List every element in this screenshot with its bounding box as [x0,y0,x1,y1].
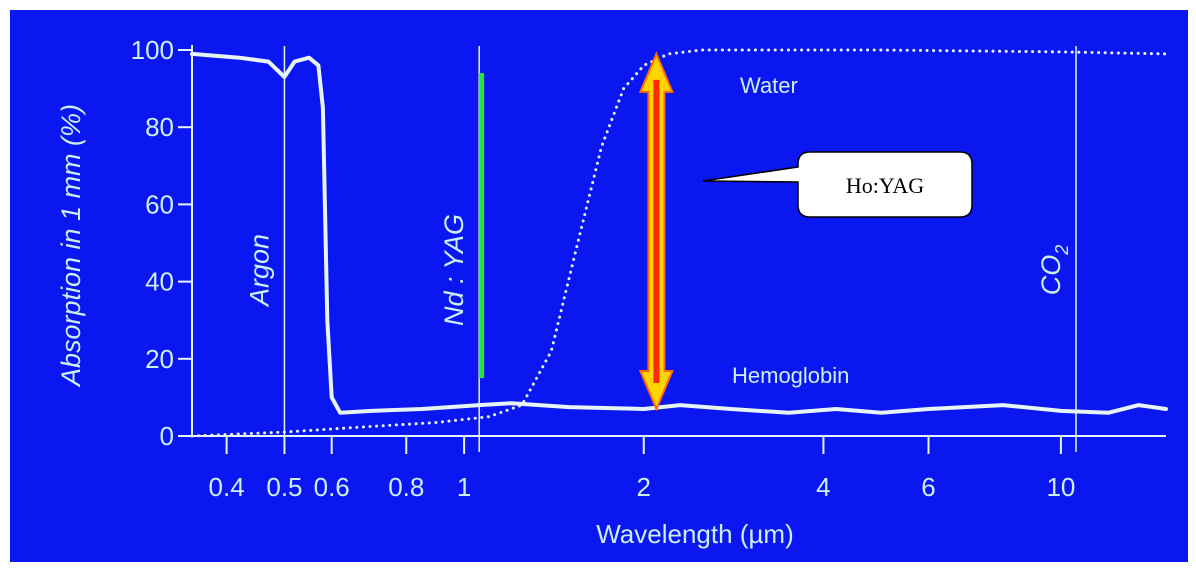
x-tick-label: 10 [1046,472,1075,502]
laser-label-nd-yag: Nd : YAG [439,214,469,326]
chart-background [10,10,1188,562]
x-tick-label: 6 [921,472,935,502]
x-axis-label: Wavelength (µm) [596,519,794,549]
series-line-water [190,48,1168,438]
x-tick-label: 2 [637,472,651,502]
ho-yag-label: Ho:YAG [846,173,924,198]
laser-label-argon: Argon [244,234,274,308]
x-tick-label: 1 [457,472,471,502]
x-tick-label: 4 [816,472,830,502]
laser-label-subscript: 2 [1052,245,1072,256]
y-tick-label: 0 [160,421,174,451]
hemoglobin-label: Hemoglobin [732,363,849,388]
x-tick-label: 0.4 [209,472,245,502]
y-tick-label: 80 [145,112,174,142]
y-tick-label: 60 [145,189,174,219]
callout-bubble [702,151,973,218]
series-line-hemoglobin [190,51,1168,415]
water-label: Water [740,73,798,98]
x-tick-label: 0.5 [266,472,302,502]
y-tick-label: 100 [131,35,174,65]
ho-yag-callout: Ho:YAG [702,151,973,218]
y-tick-label: 20 [145,344,174,374]
y-tick-label: 40 [145,267,174,297]
y-axis-label: Absorption in 1 mm (%) [56,104,86,388]
x-tick-label: 0.6 [314,472,350,502]
x-tick-label: 0.8 [388,472,424,502]
